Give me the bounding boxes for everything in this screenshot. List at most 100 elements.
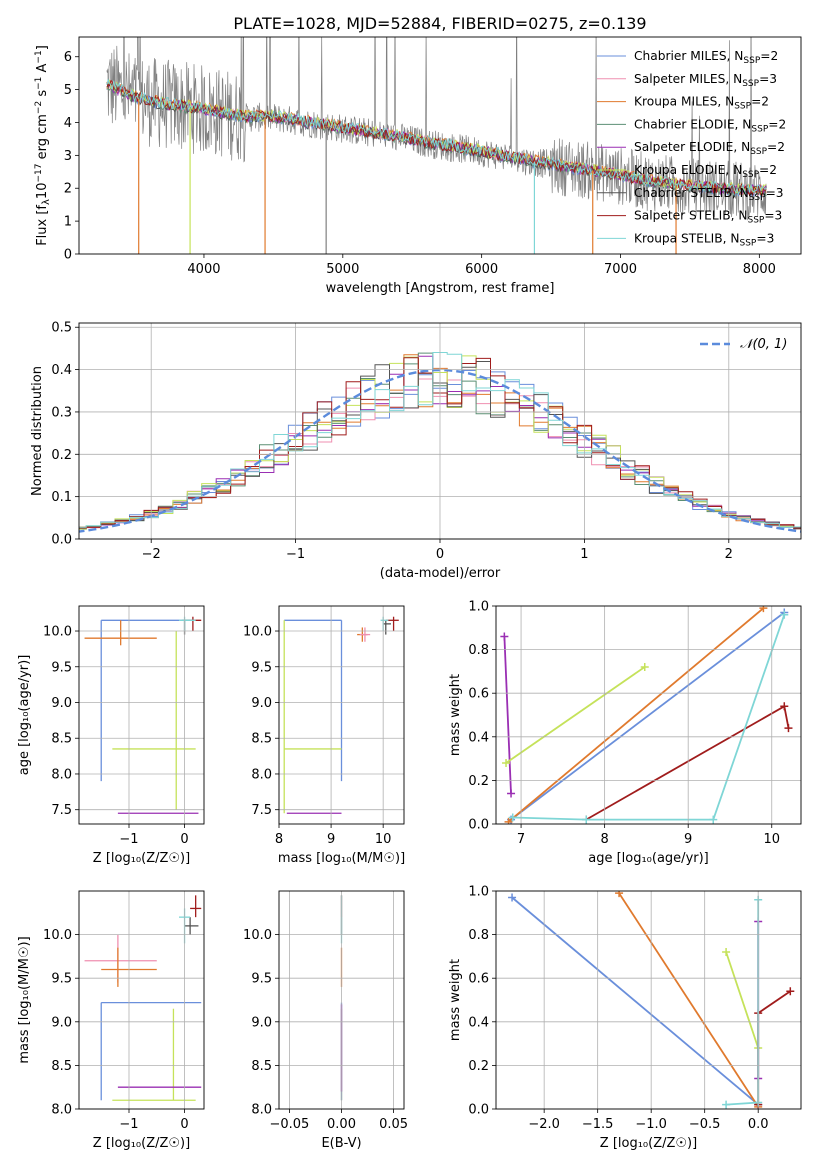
mass-weight-line bbox=[505, 666, 646, 764]
mass-weight-line bbox=[510, 611, 785, 821]
legend-label-chab_elodie: Chabrier ELODIE, NSSP=2 bbox=[634, 117, 786, 134]
y-tick-label: 8.5 bbox=[251, 732, 272, 747]
y-axis-label: mass [log₁₀(M/M☉)] bbox=[17, 936, 32, 1063]
axes-frame bbox=[278, 890, 405, 1110]
legend: Chabrier MILES, NSSP=2 Salpeter MILES, NS… bbox=[597, 49, 786, 248]
errorbar bbox=[359, 627, 371, 642]
point-marker bbox=[640, 663, 649, 672]
y-tick-label: 0 bbox=[64, 248, 72, 263]
mass-weight-line bbox=[757, 990, 791, 1105]
x-tick-label: −1.0 bbox=[635, 1117, 667, 1132]
plot-area bbox=[283, 616, 399, 814]
mass-vs-ebv-panel: −0.05 0.00 0.05 8.0 8.5 9.0 9.5 10.0 E(B-V) bbox=[243, 890, 408, 1151]
x-tick-label: −1.5 bbox=[582, 1117, 614, 1132]
histogram-step-krou_stelib bbox=[79, 352, 801, 528]
errorbar bbox=[100, 619, 196, 782]
errorbar bbox=[181, 619, 191, 635]
point-marker bbox=[507, 789, 516, 798]
x-tick-label: 8 bbox=[275, 832, 283, 847]
y-tick-label: 0.4 bbox=[51, 363, 72, 378]
legend-label-krou_elodie: Kroupa ELODIE, NSSP=2 bbox=[634, 163, 777, 180]
x-tick-label: −1 bbox=[286, 547, 305, 562]
errorbar bbox=[283, 620, 342, 814]
y-tick-label: 0.0 bbox=[468, 1103, 489, 1118]
y-tick-label: 0.1 bbox=[51, 490, 72, 505]
mass-weight-vs-metallicity-panel: −2.0 −1.5 −1.0 −0.5 0.0 0.0 0.2 0.4 0.6 0.8 1.0 Z [… bbox=[448, 885, 802, 1151]
axes-frame bbox=[495, 605, 802, 825]
y-tick-label: 6 bbox=[64, 50, 72, 65]
point-marker bbox=[759, 606, 768, 613]
mass-weight-line bbox=[585, 704, 790, 821]
y-axis-label: mass weight bbox=[448, 674, 463, 756]
x-tick-label: 1 bbox=[580, 547, 588, 562]
x-tick-label: −1 bbox=[119, 1117, 138, 1132]
y-tick-label: 0.2 bbox=[468, 774, 489, 789]
point-marker bbox=[784, 724, 793, 733]
x-axis-label: (data-model)/error bbox=[380, 566, 501, 581]
legend-label-salp_elodie: Salpeter ELODIE, NSSP=2 bbox=[634, 140, 785, 157]
errorbar bbox=[84, 934, 157, 983]
x-tick-label: 7 bbox=[517, 832, 525, 847]
y-tick-label: 0.4 bbox=[468, 730, 489, 745]
plot-area bbox=[106, 37, 767, 254]
mass-weight-line bbox=[725, 951, 760, 1049]
errorbar bbox=[184, 616, 202, 632]
x-tick-label: 0.0 bbox=[748, 1117, 769, 1132]
observed-spectrum-line bbox=[106, 37, 767, 221]
point-marker bbox=[709, 815, 718, 824]
x-axis-label: Z [log₁₀(Z/Z☉)] bbox=[93, 1136, 190, 1151]
point-marker bbox=[722, 948, 731, 957]
y-axis-label: age [log₁₀(age/yr)] bbox=[17, 655, 32, 776]
y-tick-label: 10.0 bbox=[243, 928, 272, 943]
y-tick-label: 1.0 bbox=[468, 600, 489, 615]
x-axis-label: Z [log₁₀(Z/Z☉)] bbox=[93, 851, 190, 866]
errorbar bbox=[284, 619, 343, 782]
x-axis-label: mass [log₁₀(M/M☉)] bbox=[278, 851, 405, 866]
y-tick-label: 0.6 bbox=[468, 687, 489, 702]
legend-label-chab_miles: Chabrier MILES, NSSP=2 bbox=[634, 49, 778, 66]
errorbar bbox=[100, 1001, 202, 1101]
x-tick-label: 0 bbox=[180, 1117, 188, 1132]
legend-label-salp_miles: Salpeter MILES, NSSP=3 bbox=[634, 72, 777, 89]
x-tick-label: 8 bbox=[600, 832, 608, 847]
y-tick-label: 8.5 bbox=[51, 1059, 72, 1074]
y-tick-label: 8.0 bbox=[51, 767, 72, 782]
axes-frame bbox=[278, 605, 405, 825]
y-tick-label: 0.0 bbox=[51, 533, 72, 548]
point-marker bbox=[582, 815, 591, 824]
legend-label-chab_stelib: Chabrier STELIB, NSSP=3 bbox=[634, 186, 784, 203]
x-tick-label: 8000 bbox=[743, 262, 776, 277]
point-marker bbox=[786, 987, 795, 996]
mass-weight-line bbox=[507, 607, 764, 823]
y-tick-label: 1.0 bbox=[468, 885, 489, 900]
mass-weight-line bbox=[618, 892, 759, 1108]
age-vs-mass-panel: 8 9 10 7.5 8.0 8.5 9.0 9.5 10.0 mass [log₁₀(M/M☉)… bbox=[243, 605, 405, 866]
y-tick-label: 3 bbox=[64, 149, 72, 164]
mass-weight-vs-age-panel: 7 8 9 10 0.0 0.2 0.4 0.6 0.8 1.0 age [log₁₀(age/yr… bbox=[448, 600, 802, 866]
y-tick-label: 0.8 bbox=[468, 928, 489, 943]
y-tick-label: 9.0 bbox=[251, 696, 272, 711]
spectrum-panel: 4000 5000 6000 7000 8000 0 1 2 3 4 5 6 wavelength [A… bbox=[34, 36, 802, 296]
x-axis-label: E(B-V) bbox=[321, 1136, 361, 1151]
y-tick-label: 4 bbox=[64, 116, 72, 131]
errorbar bbox=[84, 620, 157, 646]
point-marker bbox=[722, 1100, 731, 1109]
x-axis-label: age [log₁₀(age/yr)] bbox=[588, 851, 709, 866]
y-tick-label: 0.2 bbox=[51, 448, 72, 463]
x-tick-label: 7000 bbox=[604, 262, 637, 277]
y-tick-label: 0.5 bbox=[51, 321, 72, 336]
x-tick-label: −2 bbox=[142, 547, 161, 562]
legend-label-krou_stelib: Kroupa STELIB, NSSP=3 bbox=[634, 231, 774, 248]
mass-weight-line bbox=[512, 614, 786, 821]
y-tick-label: 7.5 bbox=[251, 803, 272, 818]
y-axis-label: Flux [fλ10−17 erg cm−2 s−1 A−1] bbox=[34, 45, 52, 246]
y-tick-label: 8.0 bbox=[251, 1103, 272, 1118]
point-marker bbox=[504, 817, 513, 824]
x-tick-label: 0.05 bbox=[379, 1117, 408, 1132]
y-tick-label: 8.5 bbox=[51, 732, 72, 747]
y-tick-label: 9.5 bbox=[51, 660, 72, 675]
x-tick-label: 0 bbox=[436, 547, 444, 562]
y-tick-label: 5 bbox=[64, 83, 72, 98]
axes-frame bbox=[495, 890, 802, 1110]
point-marker bbox=[508, 893, 517, 902]
